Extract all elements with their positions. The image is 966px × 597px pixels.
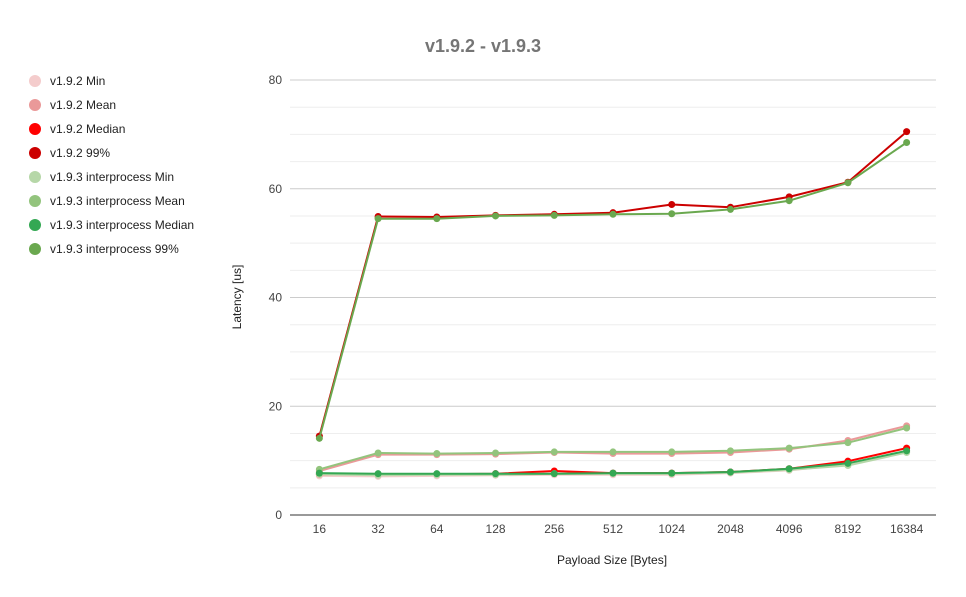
- legend-item[interactable]: v1.9.3 interprocess Min: [29, 170, 174, 184]
- data-point: [726, 468, 734, 476]
- data-point: [726, 205, 734, 213]
- data-point: [492, 212, 500, 220]
- x-tick-label: 128: [486, 522, 506, 536]
- y-tick-label: 40: [269, 291, 283, 305]
- x-axis-label: Payload Size [Bytes]: [557, 553, 667, 567]
- legend-item[interactable]: v1.9.3 interprocess Mean: [29, 194, 185, 208]
- data-point: [315, 469, 323, 477]
- data-point: [433, 215, 441, 223]
- legend-item[interactable]: v1.9.3 interprocess 99%: [29, 242, 179, 256]
- data-point: [433, 470, 441, 478]
- data-point: [903, 447, 911, 455]
- legend-label: v1.9.2 Min: [50, 74, 105, 88]
- x-tick-label: 32: [371, 522, 385, 536]
- legend-swatch: [29, 243, 41, 255]
- data-point: [726, 447, 734, 455]
- data-point: [903, 424, 911, 432]
- series-line: [318, 130, 908, 437]
- legend-swatch: [29, 99, 41, 111]
- data-point: [374, 215, 382, 223]
- x-tick-label: 1024: [658, 522, 685, 536]
- data-point: [785, 465, 793, 473]
- data-point: [668, 448, 676, 456]
- chart-title: v1.9.2 - v1.9.3: [425, 36, 541, 56]
- legend-label: v1.9.3 interprocess Mean: [50, 194, 185, 208]
- series-group: [315, 128, 911, 480]
- y-tick-label: 80: [269, 73, 283, 87]
- series-line: [318, 141, 908, 439]
- legend-item[interactable]: v1.9.2 99%: [29, 146, 110, 160]
- legend-swatch: [29, 123, 41, 135]
- data-point: [315, 434, 323, 442]
- data-point: [374, 449, 382, 457]
- x-tick-label: 16384: [890, 522, 924, 536]
- data-point: [609, 469, 617, 477]
- data-point: [609, 210, 617, 218]
- x-tick-label: 16: [313, 522, 327, 536]
- data-point: [903, 139, 911, 147]
- x-tick-label: 4096: [776, 522, 803, 536]
- data-point: [844, 439, 852, 447]
- data-point: [903, 128, 911, 136]
- legend-swatch: [29, 75, 41, 87]
- y-axis-label: Latency [us]: [230, 265, 244, 330]
- data-point: [374, 470, 382, 478]
- series: [315, 128, 911, 440]
- legend-swatch: [29, 195, 41, 207]
- y-tick-label: 60: [269, 182, 283, 196]
- data-point: [785, 197, 793, 205]
- data-point: [433, 450, 441, 458]
- data-point: [844, 179, 852, 187]
- legend-swatch: [29, 171, 41, 183]
- data-point: [492, 470, 500, 478]
- y-axis-ticks: 0 20 40 60 80: [269, 73, 283, 522]
- data-point: [668, 469, 676, 477]
- legend-label: v1.9.2 Mean: [50, 98, 116, 112]
- legend-item[interactable]: v1.9.2 Median: [29, 122, 125, 136]
- legend-swatch: [29, 219, 41, 231]
- data-point: [844, 459, 852, 467]
- data-point: [492, 449, 500, 457]
- legend-item[interactable]: v1.9.2 Min: [29, 74, 105, 88]
- legend-label: v1.9.2 99%: [50, 146, 110, 160]
- data-point: [668, 210, 676, 218]
- series: [315, 139, 911, 442]
- x-tick-label: 64: [430, 522, 444, 536]
- legend: v1.9.2 Min v1.9.2 Mean v1.9.2 Median v1.9.2…: [29, 74, 194, 256]
- data-point: [550, 470, 558, 478]
- legend-swatch: [29, 147, 41, 159]
- x-axis-ticks: 16 32 64 128 256 512 1024 2048 4096 8192 16384: [313, 522, 924, 536]
- y-tick-label: 20: [269, 399, 283, 413]
- legend-label: v1.9.3 interprocess 99%: [50, 242, 179, 256]
- data-point: [609, 448, 617, 456]
- x-tick-label: 256: [544, 522, 564, 536]
- legend-label: v1.9.2 Median: [50, 122, 125, 136]
- data-point: [785, 444, 793, 452]
- x-tick-label: 8192: [835, 522, 862, 536]
- x-tick-label: 512: [603, 522, 623, 536]
- x-tick-label: 2048: [717, 522, 744, 536]
- legend-item[interactable]: v1.9.2 Mean: [29, 98, 116, 112]
- series: [315, 447, 911, 478]
- legend-item[interactable]: v1.9.3 interprocess Median: [29, 218, 194, 232]
- legend-label: v1.9.3 interprocess Min: [50, 170, 174, 184]
- data-point: [550, 448, 558, 456]
- legend-label: v1.9.3 interprocess Median: [50, 218, 194, 232]
- data-point: [550, 211, 558, 219]
- data-point: [668, 201, 676, 209]
- y-tick-label: 0: [275, 508, 282, 522]
